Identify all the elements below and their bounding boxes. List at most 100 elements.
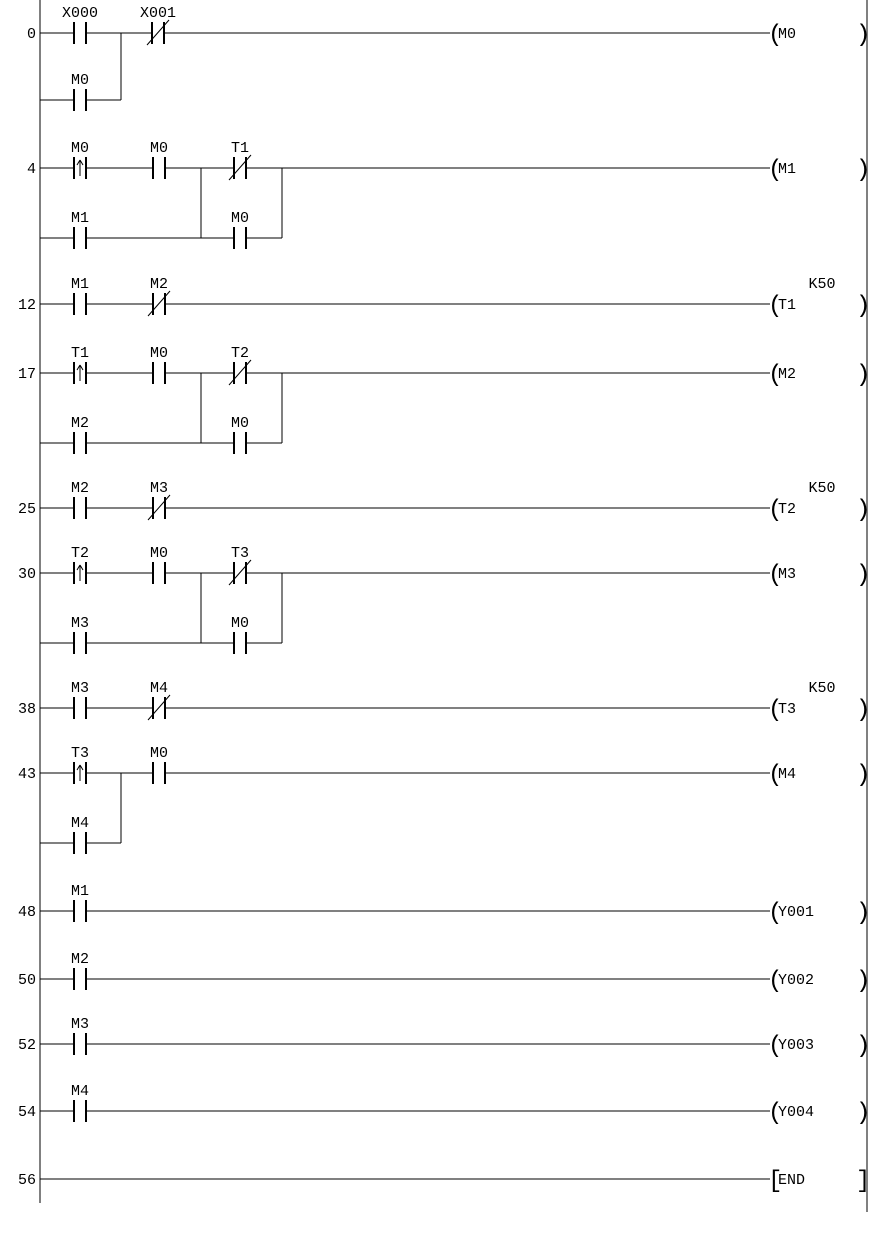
contact-label: T2 [71,545,89,562]
coil-open-paren: ( [768,697,782,724]
contact-label: M1 [71,883,89,900]
step-number: 56 [18,1172,36,1189]
coil-label: T1 [778,297,796,314]
coil-Y001: () Y001 [768,900,870,927]
contact-M4-no: M4 [71,815,89,854]
coil-open-paren: ( [768,1033,782,1060]
contact-M2-nc: M2 [147,276,171,317]
coil-M2: () M2 [768,362,870,389]
contact-label: T1 [71,345,89,362]
contact-M4-nc: M4 [147,680,171,721]
rising-edge-arrow-icon [79,564,84,571]
coil-close-paren: ) [856,293,870,320]
step-number: 48 [18,904,36,921]
coil-label: Y002 [778,972,814,989]
coil-label: M4 [778,766,796,783]
rising-edge-arrow-icon [79,159,84,166]
coil-label: M2 [778,366,796,383]
contact-label: M4 [150,680,168,697]
coil-label: END [778,1172,805,1189]
contact-label: M3 [71,615,89,632]
instruction-open-bracket: [ [768,1168,782,1195]
step-number: 38 [18,701,36,718]
coil-T1: () T1 K50 [768,276,870,320]
coil-label: Y004 [778,1104,814,1121]
contact-label: M1 [71,210,89,227]
contact-M3-no: M3 [71,615,89,654]
coil-close-paren: ) [856,900,870,927]
contact-label: T2 [231,345,249,362]
coil-label: T2 [778,501,796,518]
contact-M2-no: M2 [71,951,89,990]
contact-M2-no: M2 [71,480,89,519]
coil-close-paren: ) [856,1033,870,1060]
contact-T3-nc: T3 [228,545,252,586]
coil-close-paren: ) [856,157,870,184]
coil-open-paren: ( [768,157,782,184]
nc-slash-icon [147,494,171,521]
timer-constant-label: K50 [808,680,835,697]
contact-M3-no: M3 [71,1016,89,1055]
coil-open-paren: ( [768,900,782,927]
contact-M1-no: M1 [71,276,89,315]
instruction-END: [] END [768,1168,870,1195]
contact-label: M0 [71,140,89,157]
rising-edge-arrow-icon [76,564,81,571]
contact-T3-pulse: T3 [71,745,89,784]
rung-50: 50 M2 () Y002 [18,951,870,995]
contact-M0-no: M0 [71,72,89,111]
coil-label: M0 [778,26,796,43]
rung-38: 38 M3 M4 () T3 K50 [18,680,870,724]
contact-label: M3 [150,480,168,497]
instruction-close-bracket: ] [856,1168,870,1195]
contact-label: X000 [62,5,98,22]
contact-T2-nc: T2 [228,345,252,386]
contact-label: M3 [71,1016,89,1033]
rising-edge-arrow-icon [79,764,84,771]
step-number: 12 [18,297,36,314]
contact-M0-no: M0 [150,745,168,784]
contact-label: M3 [71,680,89,697]
contact-label: M2 [71,480,89,497]
contact-label: T1 [231,140,249,157]
coil-close-paren: ) [856,497,870,524]
step-number: 54 [18,1104,36,1121]
coil-open-paren: ( [768,562,782,589]
nc-slash-icon [228,559,252,586]
contact-M0-no: M0 [231,615,249,654]
rung-48: 48 M1 () Y001 [18,883,870,927]
contact-T1-nc: T1 [228,140,252,181]
contact-label: M2 [71,415,89,432]
contact-X000-no: X000 [62,5,98,44]
rung-12: 12 M1 M2 () T1 K50 [18,276,870,320]
coil-label: T3 [778,701,796,718]
coil-T2: () T2 K50 [768,480,870,524]
coil-M3: () M3 [768,562,870,589]
coil-open-paren: ( [768,1100,782,1127]
timer-constant-label: K50 [808,276,835,293]
rung-52: 52 M3 () Y003 [18,1016,870,1060]
rung-25: 25 M2 M3 () T2 K50 [18,480,870,524]
timer-constant-label: K50 [808,480,835,497]
rung-56: 56 [] END [18,1168,870,1195]
step-number: 52 [18,1037,36,1054]
contact-label: M0 [150,140,168,157]
contact-label: M2 [71,951,89,968]
nc-slash-icon [147,290,171,317]
contact-M0-no: M0 [231,415,249,454]
contact-M3-no: M3 [71,680,89,719]
coil-M1: () M1 [768,157,870,184]
step-number: 43 [18,766,36,783]
contact-label: M0 [231,210,249,227]
rising-edge-arrow-icon [79,364,84,371]
coil-M0: () M0 [768,22,870,49]
nc-slash-icon [146,19,170,46]
contact-label: M2 [150,276,168,293]
contact-label: M0 [231,415,249,432]
rising-edge-arrow-icon [76,764,81,771]
coil-open-paren: ( [768,497,782,524]
contact-label: M4 [71,1083,89,1100]
contact-M1-no: M1 [71,883,89,922]
coil-close-paren: ) [856,362,870,389]
